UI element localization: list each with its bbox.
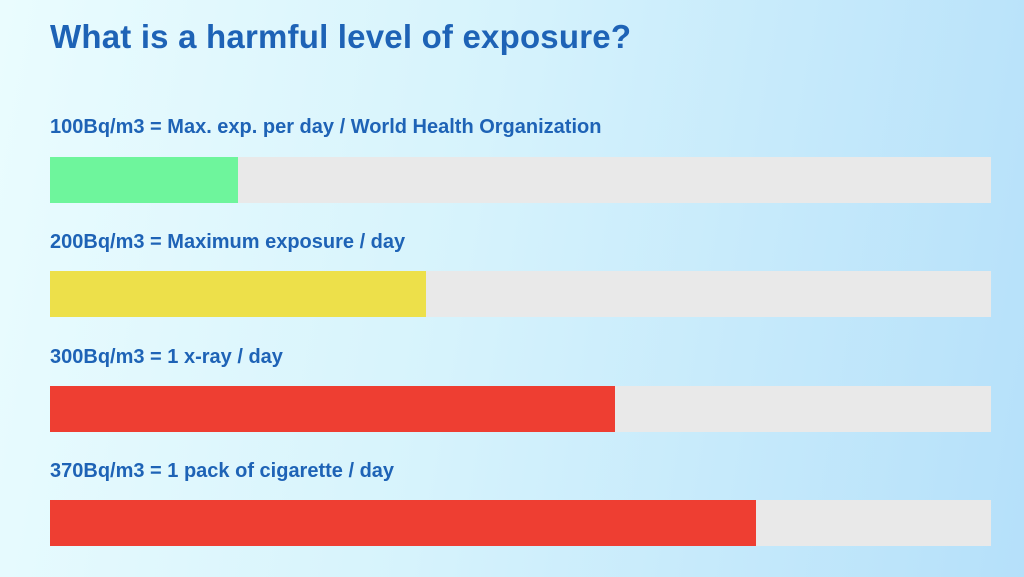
level-bar-fill: [50, 386, 615, 432]
level-bar-100: [50, 157, 991, 203]
page-title: What is a harmful level of exposure?: [50, 18, 632, 55]
level-label-300: 300Bq/m3 = 1 x-ray / day: [50, 346, 283, 368]
level-bar-370: [50, 500, 991, 546]
level-label-100: 100Bq/m3 = Max. exp. per day / World Hea…: [50, 116, 602, 138]
level-label-370: 370Bq/m3 = 1 pack of cigarette / day: [50, 460, 395, 482]
level-bar-fill: [50, 500, 756, 546]
level-bar-200: [50, 271, 991, 317]
level-bar-fill: [50, 271, 427, 317]
level-label-200: 200Bq/m3 = Maximum exposure / day: [50, 231, 406, 253]
level-bar-300: [50, 386, 991, 432]
level-bar-fill: [50, 157, 239, 203]
